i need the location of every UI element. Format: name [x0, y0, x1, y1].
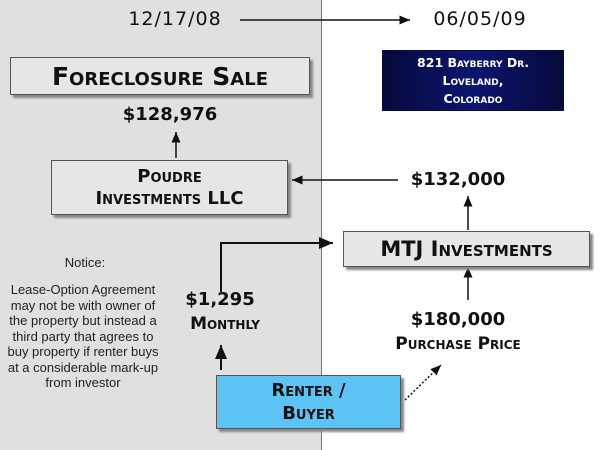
foreclosure-sale-box: Foreclosure Sale — [10, 57, 310, 95]
mtj-label: MTJ Investments — [380, 237, 553, 261]
address-box: 821 Bayberry Dr. Loveland, Colorado — [382, 50, 564, 111]
monthly-label: Monthly — [190, 314, 260, 334]
renter-line2: Buyer — [282, 403, 335, 424]
address-line3: Colorado — [443, 90, 503, 106]
renter-buyer-box: Renter / Buyer — [216, 375, 401, 429]
poudre-line2: Investments LLC — [95, 187, 244, 209]
arrow-monthly-to-mtj — [220, 237, 333, 292]
foreclosure-label: Foreclosure Sale — [51, 61, 269, 91]
purchase-amount: $180,000 — [410, 309, 506, 330]
renter-line1: Renter / — [271, 380, 346, 401]
purchase-label: Purchase Price — [395, 334, 521, 354]
notice-title: Notice: — [64, 255, 106, 270]
mtj-investments-box: MTJ Investments — [343, 231, 590, 267]
start-date: 12/17/08 — [128, 8, 222, 30]
notice-body: Lease-Option Agreement may not be with o… — [7, 282, 159, 390]
mtj-sale-price: $132,000 — [410, 169, 506, 190]
end-date: 06/05/09 — [433, 8, 527, 30]
poudre-investments-box: Poudre Investments LLC — [51, 160, 288, 215]
address-line2: Loveland, — [442, 72, 504, 88]
monthly-amount: $1,295 — [185, 289, 255, 310]
foreclosure-price: $128,976 — [122, 104, 218, 125]
poudre-line1: Poudre — [137, 165, 202, 187]
dotted-arrow-renter-to-purchase — [404, 364, 442, 401]
address-line1: 821 Bayberry Dr. — [417, 54, 529, 70]
